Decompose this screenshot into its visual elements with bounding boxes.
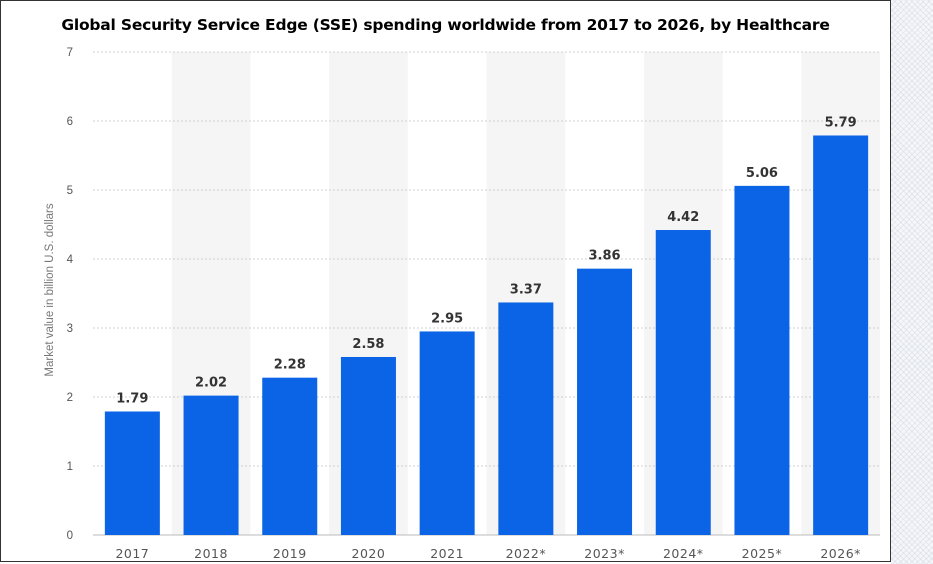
x-tick-label: 2019 [273,546,307,561]
x-tick-label: 2020 [352,546,386,561]
value-label: 5.06 [746,166,778,181]
x-tick-label: 2022* [506,546,547,561]
bar [813,135,869,536]
bar [734,185,790,536]
bar [498,302,554,535]
bar [340,356,396,535]
bar [262,377,318,535]
x-tick-label: 2021 [430,546,464,561]
side-pattern-strip [891,0,933,564]
value-label: 3.37 [510,282,542,297]
bar [183,395,239,535]
bars [104,135,869,536]
value-label: 2.02 [195,376,227,391]
x-tick-label: 2026* [820,546,861,561]
y-tick-label: 6 [67,116,73,128]
x-tick-labels: 2017 2018 2019 2020 2021 2022* 2023* 2024* 2025*… [115,546,860,561]
y-tick-label: 7 [67,47,73,59]
bar [104,411,160,535]
bar-chart: 0 1 2 3 4 5 6 7 1.79 2.02 2.28 2.58 2.95 3.37 3.86 4.4… [67,47,880,561]
y-tick-label: 2 [67,392,73,404]
x-tick-label: 2023* [584,546,625,561]
x-tick-label: 2017 [115,546,149,561]
value-label: 2.95 [431,311,463,326]
y-tick-label: 1 [67,461,73,473]
y-tick-label: 4 [67,254,74,266]
value-label: 2.58 [352,337,384,352]
y-tick-labels: 0 1 2 3 4 5 6 7 [67,47,74,542]
x-tick-label: 2024* [663,546,704,561]
value-label: 3.86 [589,249,621,264]
value-label: 5.79 [825,115,857,130]
value-labels: 1.79 2.02 2.28 2.58 2.95 3.37 3.86 4.42 5.06 5.79 [116,115,856,406]
y-tick-label: 0 [67,530,73,542]
value-label: 2.28 [274,358,306,373]
chart-title: Global Security Service Edge (SSE) spend… [61,16,830,34]
bar [655,230,711,535]
x-tick-label: 2025* [742,546,783,561]
y-tick-label: 5 [67,185,73,197]
bar [577,268,633,535]
bar [419,331,475,535]
value-label: 1.79 [116,391,148,406]
value-label: 4.42 [667,210,699,225]
y-tick-label: 3 [67,323,73,335]
x-tick-label: 2018 [194,546,228,561]
